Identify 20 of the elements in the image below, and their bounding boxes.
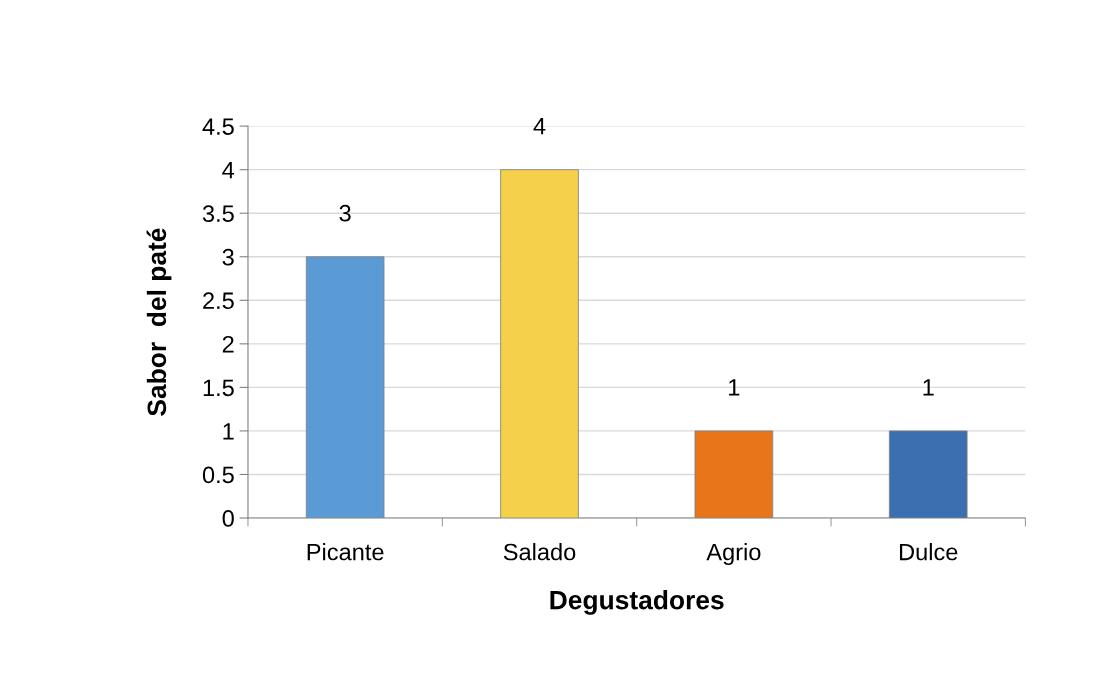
y-tick-label: 3.5	[202, 205, 234, 222]
data-label: 4	[533, 117, 546, 135]
y-tick-label: 0.5	[202, 466, 234, 484]
y-tick-label: 4	[222, 161, 235, 179]
y-tick-label: 1.5	[203, 379, 234, 397]
data-label: 3	[339, 204, 351, 222]
y-tick-label: 2	[222, 335, 234, 353]
x-tick-label: Picante	[307, 543, 384, 561]
x-tick-label: Agrio	[706, 543, 761, 566]
y-tick-label: 0	[222, 510, 234, 527]
data-label: 1	[923, 379, 934, 396]
x-tick-label: Dulce	[899, 543, 958, 561]
y-tick-label: 1	[223, 423, 234, 440]
y-tick-label: 4.5	[202, 118, 234, 135]
data-label: 1	[729, 379, 740, 396]
x-axis-title: Degustadores	[550, 590, 724, 615]
y-axis-title: Sabor del paté	[146, 228, 172, 416]
y-tick-label: 2.5	[203, 292, 234, 310]
x-tick-label: Salado	[503, 543, 576, 561]
y-tick-label: 3	[222, 248, 234, 266]
